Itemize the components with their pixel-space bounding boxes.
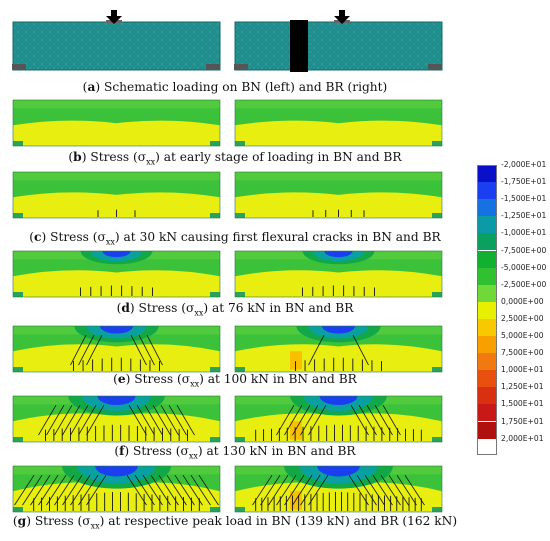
legend-entry: -1,500E+01 [477, 199, 547, 212]
beam-br-stress [235, 100, 442, 146]
beam-bn-stress [13, 464, 220, 512]
legend-label: 2,500E+00 [501, 314, 544, 323]
legend-entry: 1,250E+01 [477, 387, 547, 400]
legend-entry: 7,500E+00 [477, 353, 547, 366]
beam-br-stress [235, 172, 442, 218]
legend-label: 7,500E+00 [501, 348, 544, 357]
legend-entry: 5,000E+00 [477, 336, 547, 349]
legend-label: -1,500E+01 [501, 194, 546, 203]
beam-bn-stress [13, 394, 220, 442]
legend-entry: -7,500E+00 [477, 251, 547, 264]
beam-br-stress [235, 324, 442, 372]
beam-br-stress [235, 394, 442, 442]
legend-swatch [477, 353, 497, 370]
legend-label: 1,500E+01 [501, 399, 544, 408]
caption-b: (b) Stress (σxx) at early stage of loadi… [0, 150, 470, 166]
legend-entry: -1,750E+01 [477, 182, 547, 195]
legend-swatch [477, 199, 497, 216]
legend-label: -2,500E+00 [501, 280, 546, 289]
legend-label: -1,250E+01 [501, 211, 546, 220]
legend-entry: 2,000E+01 [477, 439, 547, 452]
legend-swatch [477, 216, 497, 233]
legend-label: 2,000E+01 [501, 434, 544, 443]
legend-swatch [477, 387, 497, 404]
beam-bn-stress [13, 172, 220, 218]
stress-row-f [10, 394, 470, 446]
legend-entry: 1,500E+01 [477, 404, 547, 417]
stress-row-e [10, 324, 470, 376]
caption-g: (g) Stress (σxx) at respective peak load… [0, 514, 470, 530]
beam-br-stress [235, 249, 442, 297]
legend-entry: -1,000E+01 [477, 233, 547, 246]
legend-entry: -2,000E+01 [477, 165, 547, 178]
legend-label: -7,500E+00 [501, 246, 546, 255]
legend-label: -5,000E+00 [501, 263, 546, 272]
legend-label: -2,000E+01 [501, 160, 546, 169]
schematic-loading-panel [10, 8, 470, 78]
legend-swatch [477, 336, 497, 353]
beam-bn-stress [13, 100, 220, 146]
legend-label: 0,000E+00 [501, 297, 544, 306]
legend-entry: -5,000E+00 [477, 268, 547, 281]
legend-swatch [477, 370, 497, 387]
stress-row-d [10, 249, 470, 301]
legend-swatch [477, 302, 497, 319]
beam-br-stress [235, 464, 442, 512]
stress-row-g [10, 464, 470, 516]
caption-f: (f) Stress (σxx) at 130 kN in BN and BR [0, 444, 470, 460]
caption-c: (c) Stress (σxx) at 30 kN causing first … [0, 230, 470, 246]
stress-row-c [10, 170, 470, 222]
legend-entry: 0,000E+00 [477, 302, 547, 315]
legend-swatch [477, 285, 497, 302]
legend-label: 1,250E+01 [501, 382, 544, 391]
legend-label: 5,000E+00 [501, 331, 544, 340]
legend-swatch [477, 404, 497, 421]
stress-row-b [10, 98, 470, 150]
caption-e: (e) Stress (σxx) at 100 kN in BN and BR [0, 372, 470, 388]
legend-label: -1,750E+01 [501, 177, 546, 186]
beam-bn-stress [13, 249, 220, 297]
legend-swatch [477, 182, 497, 199]
legend-swatch [477, 233, 497, 250]
legend-entry: -1,250E+01 [477, 216, 547, 229]
caption-d: (d) Stress (σxx) at 76 kN in BN and BR [0, 301, 470, 317]
beam-bn-stress [13, 324, 220, 372]
legend-entry: 1,000E+01 [477, 370, 547, 383]
legend-swatch [477, 268, 497, 285]
legend-swatch [477, 422, 497, 439]
legend-label: 1,000E+01 [501, 365, 544, 374]
beam-br-schematic [234, 20, 442, 72]
legend-swatch [477, 251, 497, 268]
legend-entry: 1,750E+01 [477, 422, 547, 435]
legend-swatch [477, 165, 497, 182]
caption-a: (a) Schematic loading on BN (left) and B… [0, 80, 470, 94]
legend-entry: 2,500E+00 [477, 319, 547, 332]
legend-label: -1,000E+01 [501, 228, 546, 237]
legend-swatch [477, 319, 497, 336]
legend-entry: -2,500E+00 [477, 285, 547, 298]
legend-label: 1,750E+01 [501, 417, 544, 426]
beam-bn-schematic [12, 20, 220, 70]
